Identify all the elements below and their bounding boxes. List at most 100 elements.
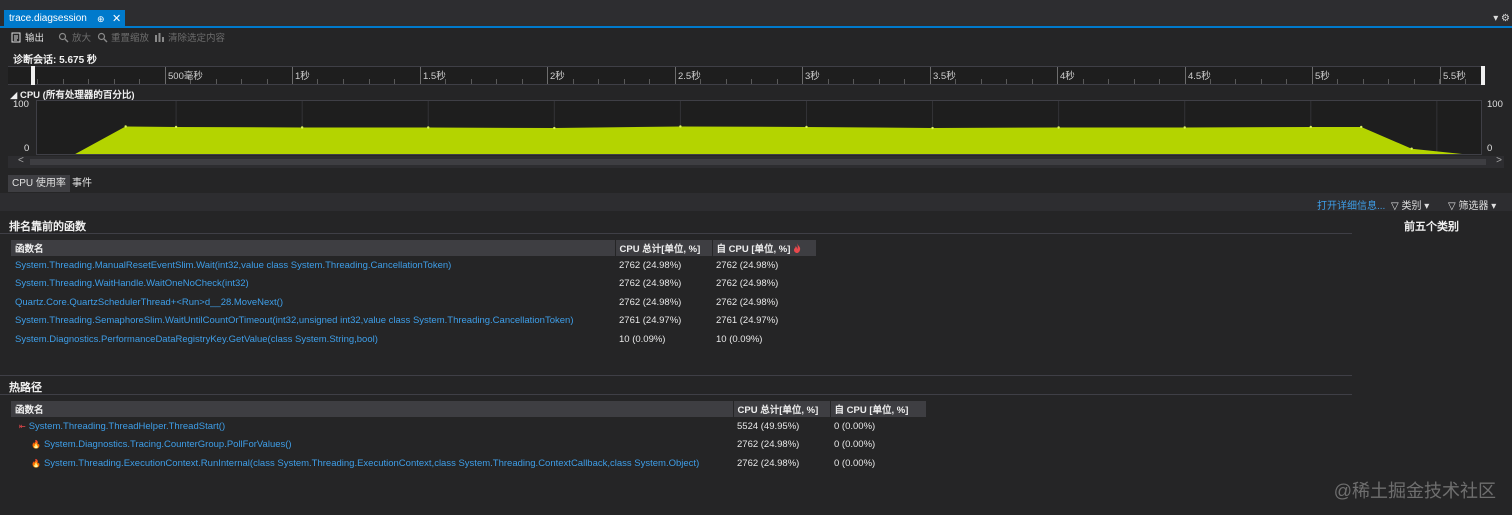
function-name-link[interactable]: System.Threading.ThreadHelper.ThreadStar… (28, 420, 226, 432)
clear-selection-button[interactable]: 清除选定内容 (154, 32, 225, 46)
document-tab[interactable]: trace.diagsession ⊕ ✕ (4, 10, 125, 28)
self-cpu-cell: 2762 (24.98%) (716, 296, 779, 308)
export-button[interactable]: 输出 (11, 32, 44, 46)
column-header-function-name[interactable]: 函数名 (11, 401, 734, 417)
tab-events[interactable]: 事件 (72, 178, 92, 189)
self-cpu-cell: 0 (0.00%) (834, 439, 876, 451)
reset-zoom-label: 重置缩放 (111, 33, 150, 44)
top-five-categories-title: 前五个类别 (1404, 221, 1459, 233)
ruler-major-tick (547, 67, 548, 84)
ruler-minor-tick (1159, 79, 1160, 84)
cpu-total-cell: 2762 (24.98%) (737, 439, 800, 451)
ruler-minor-tick (139, 79, 140, 84)
funnel-icon: ▽ (1448, 201, 1459, 212)
function-name-cell[interactable]: Quartz.Core.QuartzSchedulerThread+<Run>d… (11, 293, 615, 312)
cpu-graph-title-text: CPU (所有处理器的百分比) (19, 90, 135, 101)
collapse-icon[interactable]: ◢ (10, 90, 20, 101)
column-header-self-cpu[interactable]: 自 CPU [单位, %] (830, 401, 927, 417)
table-row[interactable]: Quartz.Core.QuartzSchedulerThread+<Run>d… (11, 293, 816, 312)
cpu-data-point (553, 126, 556, 130)
selection-handle-left[interactable] (31, 66, 35, 85)
column-header-function-name[interactable]: 函数名 (11, 240, 616, 256)
y-axis-min-right: 0 (1487, 143, 1493, 154)
table-row[interactable]: System.Threading.SemaphoreSlim.WaitUntil… (11, 312, 816, 331)
open-details-link[interactable]: 打开详细信息... (1317, 201, 1386, 212)
top-functions-title: 排名靠前的函数 (9, 221, 86, 233)
watermark: @稀土掘金技术社区 (1333, 481, 1496, 501)
function-name-link[interactable]: System.Diagnostics.PerformanceDataRegist… (15, 333, 378, 345)
ruler-minor-tick (1286, 79, 1287, 84)
function-name-link[interactable]: System.Threading.SemaphoreSlim.WaitUntil… (15, 315, 574, 327)
thread-start-icon: ⇤ (19, 421, 26, 431)
tab-cpu-usage[interactable]: CPU 使用率 (8, 175, 70, 192)
self-cpu-cell: 2762 (24.98%) (716, 259, 779, 271)
function-name-cell[interactable]: System.Threading.WaitHandle.WaitOneNoChe… (11, 275, 615, 294)
document-tab-strip (0, 0, 1512, 28)
hot-path-table: 函数名 CPU 总计[单位, %] 自 CPU [单位, %] ⇤ System.… (11, 401, 927, 473)
category-dropdown[interactable]: ▽ 类别 ▾ (1391, 197, 1429, 212)
ruler-minor-tick (573, 79, 574, 84)
hot-path-flame-icon (794, 243, 801, 253)
cpu-data-point (174, 125, 178, 129)
timeline-scrollbar[interactable]: < > (8, 155, 1504, 168)
cpu-total-cell: 5524 (49.95%) (737, 420, 800, 432)
ruler-minor-tick (522, 79, 523, 84)
ruler-minor-tick (981, 79, 982, 84)
ruler-tick-label: 5秒 (1315, 71, 1330, 82)
scrollbar-thumb[interactable] (30, 159, 1486, 165)
table-row[interactable]: ⇤ System.Threading.ThreadHelper.ThreadSta… (11, 417, 926, 436)
table-row[interactable]: System.Diagnostics.PerformanceDataRegist… (11, 330, 816, 349)
table-row[interactable]: System.Threading.ManualResetEventSlim.Wa… (11, 256, 816, 275)
function-name-cell[interactable]: System.Threading.ManualResetEventSlim.Wa… (11, 256, 615, 275)
close-icon[interactable]: ✕ (112, 13, 122, 25)
cpu-graph-svg (75, 101, 1463, 154)
document-tab-title: trace.diagsession (9, 13, 87, 24)
ruler-minor-tick (598, 79, 599, 84)
scroll-left-icon[interactable]: < (18, 155, 24, 166)
function-name-link[interactable]: System.Threading.ManualResetEventSlim.Wa… (15, 259, 452, 271)
ruler-major-tick (292, 67, 293, 84)
cpu-data-point (300, 126, 304, 129)
ruler-minor-tick (649, 79, 650, 84)
filter-dropdown[interactable]: ▽ 筛选器 ▾ (1448, 197, 1496, 212)
cpu-graph[interactable] (36, 100, 1482, 155)
cpu-data-point (805, 125, 808, 129)
zoom-in-button[interactable]: 放大 (58, 32, 91, 46)
function-name-link[interactable]: Quartz.Core.QuartzSchedulerThread+<Run>d… (15, 296, 283, 308)
selection-handle-right[interactable] (1481, 66, 1485, 85)
tab-menu-icon[interactable]: ▾ ⚙ (1493, 13, 1510, 24)
column-header-self-cpu[interactable]: 自 CPU [单位, %] (712, 240, 817, 256)
self-cpu-cell: 0 (0.00%) (834, 457, 876, 469)
cpu-data-point (124, 125, 127, 128)
table-row[interactable]: System.Threading.WaitHandle.WaitOneNoChe… (11, 275, 816, 294)
ruler-minor-tick (1083, 79, 1084, 84)
ruler-tick-label: 4秒 (1060, 71, 1075, 82)
function-name-cell[interactable]: System.Threading.SemaphoreSlim.WaitUntil… (11, 312, 615, 331)
y-axis-min-left: 0 (24, 143, 30, 154)
function-name-cell[interactable]: ⇤ System.Threading.ThreadHelper.ThreadSta… (11, 417, 733, 436)
function-name-link[interactable]: System.Threading.ExecutionContext.RunInt… (43, 457, 700, 469)
function-name-cell[interactable]: 🔥 System.Diagnostics.Tracing.CounterGroup… (11, 436, 733, 455)
column-header-cpu-total[interactable]: CPU 总计[单位, %] (615, 240, 713, 256)
function-name-cell[interactable]: 🔥 System.Threading.ExecutionContext.RunIn… (11, 454, 733, 473)
magnifier-icon (58, 32, 69, 43)
self-cpu-cell: 10 (0.09%) (716, 333, 763, 345)
function-name-link[interactable]: System.Threading.WaitHandle.WaitOneNoChe… (15, 278, 249, 290)
ruler-minor-tick (904, 79, 905, 84)
function-name-cell[interactable]: System.Diagnostics.PerformanceDataRegist… (11, 330, 615, 349)
column-header-cpu-total[interactable]: CPU 总计[单位, %] (733, 401, 831, 417)
table-row[interactable]: 🔥 System.Diagnostics.Tracing.CounterGroup… (11, 436, 926, 455)
timeline-ruler[interactable]: 500毫秒 1秒 1.5秒 2秒 2.5秒 3秒 3.5秒 4秒 4.5秒 5秒 5.5秒 (8, 66, 1482, 85)
ruler-minor-tick (1235, 79, 1236, 84)
reset-zoom-button[interactable]: 重置缩放 (97, 32, 149, 46)
function-name-link[interactable]: System.Diagnostics.Tracing.CounterGroup.… (43, 439, 292, 451)
scroll-right-icon[interactable]: > (1496, 155, 1502, 166)
pin-icon[interactable]: ⊕ (97, 14, 105, 24)
section-divider (0, 375, 1352, 376)
section-divider (0, 394, 1352, 395)
ruler-minor-tick (1388, 79, 1389, 84)
cpu-graph-title[interactable]: ◢ CPU (所有处理器的百分比) (10, 87, 134, 101)
ruler-minor-tick (471, 79, 472, 84)
ruler-minor-tick (267, 79, 268, 84)
table-row[interactable]: 🔥 System.Threading.ExecutionContext.RunIn… (11, 454, 926, 473)
